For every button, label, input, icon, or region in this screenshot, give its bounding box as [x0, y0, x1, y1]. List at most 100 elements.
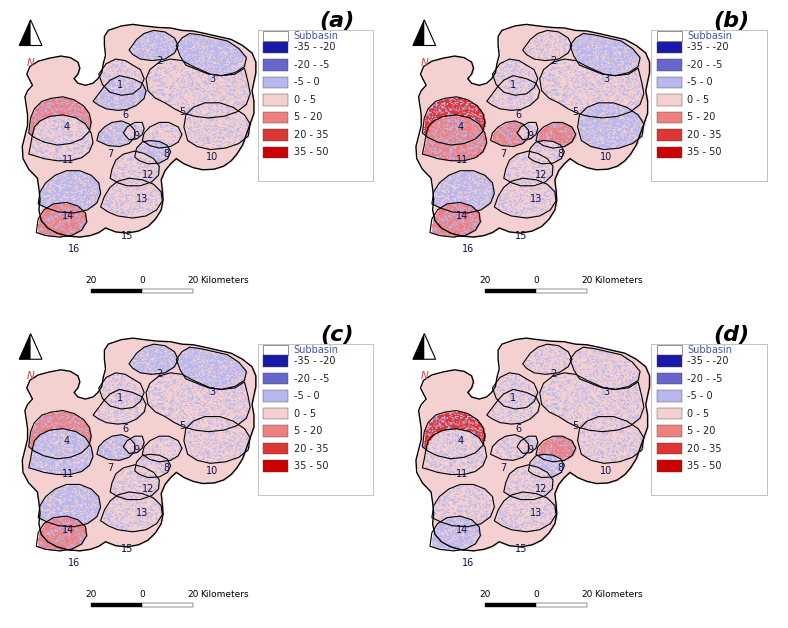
Bar	[143, 290, 193, 293]
Bar	[263, 391, 288, 402]
Polygon shape	[413, 20, 424, 45]
Text: 13: 13	[136, 194, 148, 204]
Text: 4: 4	[457, 436, 463, 446]
Bar	[657, 59, 682, 70]
Text: 3: 3	[603, 73, 609, 84]
Text: 8: 8	[557, 149, 563, 159]
Text: 20 - 35: 20 - 35	[687, 443, 722, 453]
Bar	[657, 77, 682, 88]
Polygon shape	[413, 333, 424, 359]
Bar	[657, 408, 682, 420]
Text: 35 - 50: 35 - 50	[687, 148, 722, 157]
Text: 8: 8	[557, 463, 563, 473]
Text: 10: 10	[206, 466, 218, 476]
Text: 1: 1	[510, 80, 516, 90]
Text: (d): (d)	[713, 325, 749, 345]
Text: N: N	[421, 371, 428, 381]
Text: (b): (b)	[713, 11, 749, 31]
Bar	[263, 59, 288, 70]
Text: 0: 0	[533, 590, 539, 598]
Text: 5 - 20: 5 - 20	[294, 426, 322, 436]
Bar	[657, 129, 682, 141]
Text: Kilometers: Kilometers	[200, 590, 249, 598]
Bar	[657, 94, 682, 106]
Text: 20: 20	[188, 276, 199, 285]
Bar	[657, 460, 682, 472]
Text: 5: 5	[179, 421, 185, 431]
Text: N: N	[27, 58, 35, 68]
FancyBboxPatch shape	[258, 344, 374, 495]
Text: 3: 3	[603, 387, 609, 398]
Text: 10: 10	[600, 466, 612, 476]
Text: 3: 3	[210, 387, 215, 398]
Bar	[263, 355, 288, 367]
Text: 0 - 5: 0 - 5	[294, 409, 316, 418]
Text: 12: 12	[142, 170, 154, 180]
Text: 5: 5	[573, 107, 579, 117]
Text: -20 - -5: -20 - -5	[294, 60, 329, 70]
Text: 6: 6	[516, 424, 522, 434]
Bar	[143, 603, 193, 607]
Bar	[657, 112, 682, 123]
Bar	[657, 443, 682, 454]
Text: 20: 20	[85, 590, 97, 598]
Text: 14: 14	[62, 525, 75, 534]
Bar	[263, 373, 288, 384]
Bar	[485, 290, 536, 293]
Text: 9: 9	[527, 131, 533, 141]
Text: 0: 0	[139, 276, 145, 285]
Text: 11: 11	[62, 469, 75, 479]
Polygon shape	[19, 20, 31, 45]
Text: 13: 13	[136, 508, 148, 518]
Text: 10: 10	[206, 152, 218, 162]
Text: 10: 10	[600, 152, 612, 162]
Text: 0: 0	[139, 590, 145, 598]
Text: -35 - -20: -35 - -20	[294, 42, 335, 52]
Text: 0: 0	[533, 276, 539, 285]
Bar	[263, 345, 288, 355]
FancyBboxPatch shape	[652, 30, 767, 181]
Text: -20 - -5: -20 - -5	[687, 374, 723, 384]
Text: 12: 12	[536, 484, 548, 494]
Text: 5: 5	[573, 421, 579, 431]
Text: 6: 6	[122, 424, 128, 434]
Text: 1: 1	[510, 394, 516, 403]
Text: 20 - 35: 20 - 35	[687, 130, 722, 140]
Text: 9: 9	[133, 445, 139, 455]
Text: 9: 9	[133, 131, 139, 141]
Bar	[263, 460, 288, 472]
Bar	[263, 443, 288, 454]
FancyBboxPatch shape	[652, 344, 767, 495]
Text: 7: 7	[500, 463, 507, 473]
Bar	[263, 41, 288, 53]
Bar	[657, 355, 682, 367]
Text: 8: 8	[164, 463, 170, 473]
Text: -5 - 0: -5 - 0	[687, 77, 713, 87]
Text: -35 - -20: -35 - -20	[687, 356, 729, 366]
Text: -5 - 0: -5 - 0	[687, 391, 713, 401]
Polygon shape	[19, 333, 31, 359]
Text: N: N	[27, 371, 35, 381]
Text: 20 - 35: 20 - 35	[294, 443, 328, 453]
Text: Subbasin: Subbasin	[294, 345, 339, 355]
Text: 11: 11	[62, 155, 75, 165]
Bar	[263, 408, 288, 420]
Text: 35 - 50: 35 - 50	[294, 148, 328, 157]
Text: (a): (a)	[320, 11, 355, 31]
Text: 20: 20	[582, 276, 593, 285]
Text: -20 - -5: -20 - -5	[687, 60, 723, 70]
Text: 12: 12	[536, 170, 548, 180]
Bar	[657, 41, 682, 53]
Text: 5 - 20: 5 - 20	[687, 426, 716, 436]
Text: 5: 5	[179, 107, 185, 117]
Text: Subbasin: Subbasin	[687, 345, 732, 355]
Text: 16: 16	[462, 558, 474, 568]
Text: 5 - 20: 5 - 20	[294, 112, 322, 122]
Text: 0 - 5: 0 - 5	[687, 95, 709, 105]
Text: 20: 20	[479, 590, 491, 598]
Text: -5 - 0: -5 - 0	[294, 77, 319, 87]
Bar	[263, 77, 288, 88]
Bar	[536, 603, 587, 607]
Bar	[657, 391, 682, 402]
Bar	[263, 146, 288, 158]
